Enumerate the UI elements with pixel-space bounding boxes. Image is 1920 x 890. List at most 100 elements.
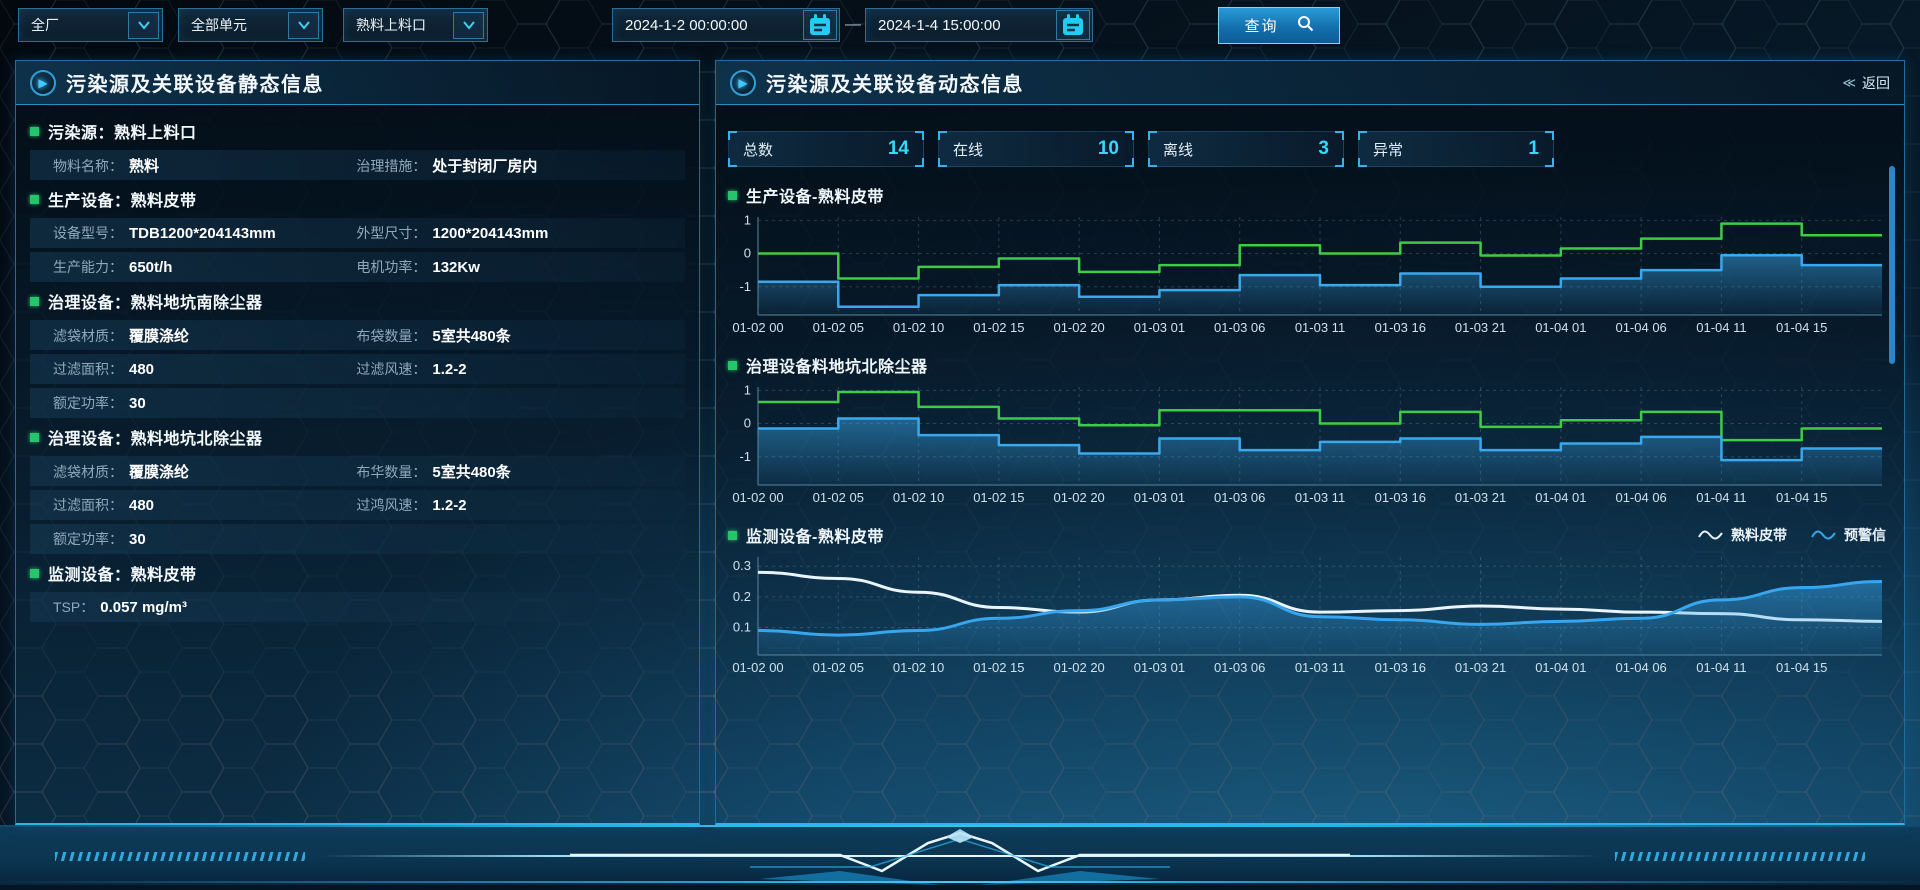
section-row: 治理设备：熟料地坑北除尘器	[30, 422, 685, 452]
svg-text:0.3: 0.3	[733, 558, 751, 573]
field-label: 过滤风速：	[356, 361, 427, 377]
chart-canvas: 01-02 00 01-02 05 01-02 10 01-02 15 01-02 20…	[732, 382, 1882, 505]
play-icon: ▶	[730, 69, 756, 96]
section-row: 治理设备：熟料地坑南除尘器	[30, 286, 685, 316]
svg-text:01-03 21: 01-03 21	[1455, 490, 1506, 505]
footer-bottom-band	[0, 885, 1920, 890]
footer-base-line	[0, 881, 1920, 883]
svg-text:01-03 01: 01-03 01	[1134, 490, 1185, 505]
stat-box: 离线 3	[1148, 131, 1344, 167]
calendar-icon[interactable]	[803, 10, 837, 40]
factory-select[interactable]: 全厂	[18, 8, 163, 42]
info-cell: 滤袋材质： 覆膜涤纶	[53, 325, 356, 346]
chevron-down-icon[interactable]	[128, 11, 159, 39]
footer-emblem	[570, 829, 1350, 885]
bullet-icon	[30, 296, 39, 306]
field-label: 布华数量：	[356, 463, 427, 480]
info-cell: 额定功率： 30	[53, 529, 356, 549]
footer-hatch-right	[1615, 852, 1865, 861]
field-label: 外型尺寸：	[356, 225, 427, 241]
svg-text:0: 0	[744, 416, 751, 431]
info-cell: 物料名称： 熟料	[53, 155, 356, 176]
svg-text:01-03 06: 01-03 06	[1214, 660, 1265, 675]
info-cell: 过滤风速： 1.2-2	[356, 359, 659, 379]
source-select[interactable]: 熟料上料口	[343, 8, 488, 42]
static-panel-title: 污染源及关联设备静态信息	[66, 74, 324, 96]
query-button-label: 查询	[1244, 18, 1279, 35]
field-label: 物料名称：	[53, 157, 123, 174]
svg-text:01-02 10: 01-02 10	[893, 660, 944, 675]
svg-text:-1: -1	[739, 449, 751, 464]
svg-text:01-02 05: 01-02 05	[813, 660, 864, 675]
unit-select[interactable]: 全部单元	[178, 8, 323, 42]
svg-text:01-04 06: 01-04 06	[1615, 320, 1666, 335]
svg-text:0.1: 0.1	[733, 619, 751, 634]
bullet-icon	[30, 568, 39, 578]
info-row: 额定功率： 30	[30, 524, 685, 554]
bullet-icon	[30, 126, 39, 136]
section-label: 污染源：熟料上料口	[48, 125, 197, 142]
stat-label: 异常	[1373, 141, 1404, 159]
svg-text:01-03 21: 01-03 21	[1455, 660, 1506, 675]
info-cell: TSP： 0.057 mg/m³	[53, 597, 356, 617]
svg-text:01-02 20: 01-02 20	[1053, 320, 1104, 335]
info-cell: 滤袋材质： 覆膜涤纶	[53, 461, 356, 482]
stat-box: 异常 1	[1358, 131, 1554, 167]
chart-block-2: 治理设备料地坑北除尘器 01-02 00 01-02 05 01-02 10 01-02…	[716, 353, 1904, 507]
chart-block-3: 监测设备-熟料皮带 熟料皮带 预警信 01-02 00 01-02 05 01-02 10…	[716, 523, 1904, 677]
section-label: 监测设备：熟料皮带	[48, 567, 197, 584]
svg-text:01-04 01: 01-04 01	[1535, 490, 1586, 505]
field-value: 1.2-2	[432, 361, 467, 378]
svg-text:01-04 15: 01-04 15	[1776, 320, 1827, 335]
chevron-down-icon[interactable]	[288, 11, 319, 39]
svg-text:1: 1	[744, 382, 751, 397]
stat-value: 14	[887, 138, 909, 159]
info-cell: 设备型号： TDB1200*204143mm	[53, 223, 356, 243]
svg-text:01-02 20: 01-02 20	[1053, 490, 1104, 505]
svg-text:01-02 00: 01-02 00	[732, 320, 783, 335]
field-label: 治理措施：	[356, 157, 427, 174]
end-datetime-input[interactable]: 2024-1-4 15:00:00	[865, 8, 1093, 42]
query-button[interactable]: 查询	[1218, 7, 1340, 44]
stat-box: 在线 10	[938, 131, 1134, 167]
chevron-down-icon[interactable]	[453, 11, 484, 39]
info-cell: 额定功率： 30	[53, 393, 356, 413]
footer-hatch-left	[55, 852, 305, 861]
play-icon: ▶	[30, 69, 56, 96]
section-label: 生产设备：熟料皮带	[48, 193, 197, 210]
scrollbar-thumb[interactable]	[1889, 166, 1895, 364]
svg-text:01-03 11: 01-03 11	[1295, 660, 1345, 675]
info-row: 设备型号： TDB1200*204143mm 外型尺寸： 1200*204143mm	[30, 218, 685, 248]
stat-value: 3	[1318, 138, 1329, 159]
double-chevron-left-icon: ≪	[1842, 74, 1856, 90]
field-value: 132Kw	[432, 259, 480, 276]
legend-item: 预警信	[1811, 525, 1886, 545]
calendar-icon[interactable]	[1056, 10, 1090, 40]
corner-bracket-icon	[1335, 131, 1344, 140]
svg-text:1: 1	[744, 212, 751, 227]
section-row: 监测设备：熟料皮带	[30, 558, 685, 588]
stat-value: 1	[1528, 138, 1539, 159]
stat-value: 10	[1097, 138, 1119, 159]
svg-text:01-02 10: 01-02 10	[893, 490, 944, 505]
svg-text:01-03 06: 01-03 06	[1214, 490, 1265, 505]
stat-label: 在线	[953, 141, 984, 159]
chart-title: 生产设备-熟料皮带	[728, 183, 1892, 207]
chart-title-text: 监测设备-熟料皮带	[746, 529, 884, 546]
svg-text:01-04 06: 01-04 06	[1615, 490, 1666, 505]
stat-box: 总数 14	[728, 131, 924, 167]
section-row: 生产设备：熟料皮带	[30, 184, 685, 214]
device-stats-row: 总数 14 在线 10 离线 3 异常 1	[716, 131, 1904, 167]
info-cell: 过滤面积： 480	[53, 359, 356, 379]
back-button[interactable]: ≪ 返回	[1842, 73, 1890, 93]
corner-bracket-icon	[915, 158, 924, 167]
chart-bullet-icon	[728, 190, 737, 200]
info-row: TSP： 0.057 mg/m³	[30, 592, 685, 622]
start-datetime-input[interactable]: 2024-1-2 00:00:00	[612, 8, 840, 42]
field-label: 过滤面积：	[53, 497, 123, 513]
static-panel-header: ▶ 污染源及关联设备静态信息	[16, 61, 699, 105]
info-cell: 电机功率： 132Kw	[356, 257, 659, 277]
field-value: 30	[129, 531, 146, 548]
legend-label: 预警信	[1844, 527, 1886, 543]
info-cell: 生产能力： 650t/h	[53, 257, 356, 277]
